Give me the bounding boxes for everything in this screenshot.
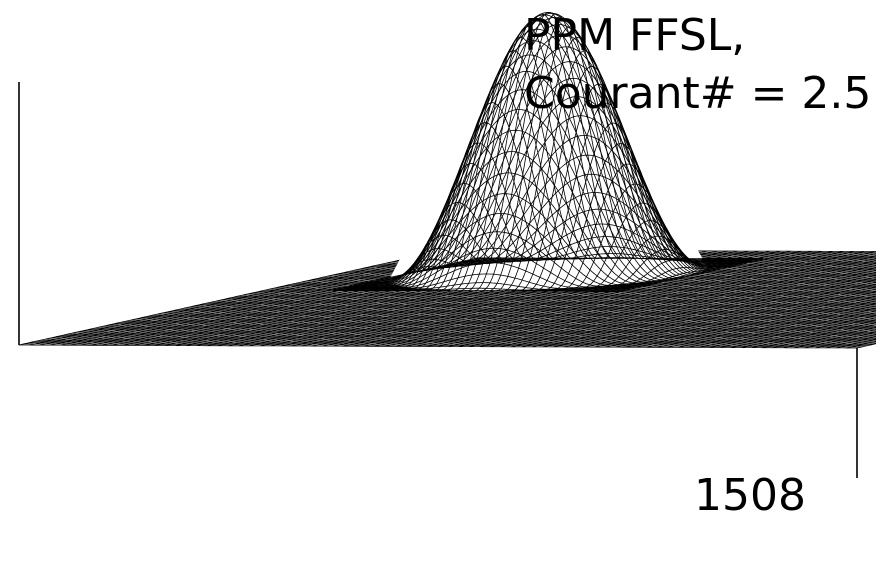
mesh-line-y [242, 294, 876, 298]
mesh-line-y [66, 333, 876, 338]
hill-line-y [344, 273, 629, 290]
surface-mesh [18, 11, 876, 349]
mesh-line-y [152, 314, 876, 319]
hill-line-y [463, 236, 749, 263]
mesh-line-y [45, 338, 876, 343]
hill-line-y [467, 246, 752, 262]
mesh-line-y [200, 304, 876, 308]
mesh-line-y [114, 323, 876, 327]
mesh-line-y [24, 343, 863, 348]
mesh-line-y [178, 308, 876, 313]
hill-line-y [412, 16, 698, 274]
hill-line-y [362, 193, 647, 286]
mesh-line-y [104, 325, 876, 330]
mesh-line-y [98, 326, 876, 331]
mesh-line-y [184, 307, 876, 312]
mesh-line-y [162, 312, 876, 316]
mesh-line-y [88, 329, 876, 333]
mesh-line-y [120, 321, 876, 326]
hill-line-y [441, 134, 727, 268]
hill-line-y [420, 33, 705, 273]
mesh-line-y [168, 311, 876, 315]
mesh-line-y [125, 320, 876, 325]
mesh-line-y [221, 299, 876, 303]
mesh-line-x [752, 319, 876, 348]
mesh-line-y [194, 305, 876, 309]
hill-line-y [394, 28, 680, 278]
mesh-line-y [146, 316, 876, 320]
hill-line-y [354, 231, 640, 287]
mesh-line-y [109, 324, 876, 329]
mesh-line-y [40, 339, 876, 344]
mesh-line-y [205, 302, 876, 307]
mesh-line-x [710, 310, 876, 348]
mesh-line-y [82, 330, 876, 335]
mesh-line-y [210, 301, 876, 306]
hill-line-y [470, 253, 756, 261]
hill-line-y [369, 151, 655, 284]
mesh-line-y [253, 292, 876, 296]
mesh-line-y [72, 332, 876, 337]
hill-line-y [336, 287, 622, 291]
hill-line-y [351, 247, 637, 288]
hill-line-y [438, 115, 723, 269]
mesh-line-y [130, 319, 876, 324]
mesh-line-y [19, 344, 857, 349]
mesh-line-y [189, 306, 876, 310]
mesh-line-y [232, 297, 876, 301]
mesh-line-y [77, 331, 876, 336]
hill-line-y [340, 282, 626, 290]
mesh-line-y [258, 291, 876, 295]
mesh-line-y [29, 342, 868, 347]
mesh-line-y [136, 318, 876, 322]
mesh-line-y [173, 310, 876, 314]
mesh-line-x [794, 329, 876, 349]
mesh-line-y [56, 336, 876, 341]
step-count-label: 1508 [694, 470, 806, 521]
mesh-line-y [226, 298, 876, 302]
mesh-line-y [263, 289, 876, 294]
mesh-line-y [216, 300, 876, 304]
hill-line-y [409, 12, 695, 275]
hill-line-y [333, 289, 618, 292]
hill-line-y [474, 257, 760, 261]
mesh-line-y [35, 340, 873, 345]
hill-line-y [405, 12, 691, 276]
mesh-line-y [141, 317, 876, 321]
hill-line-y [445, 154, 731, 267]
hill-line-y [358, 213, 644, 286]
mesh-line-y [51, 337, 876, 342]
hill-line-y [478, 257, 763, 260]
hill-line-y [391, 40, 676, 279]
hill-line-y [376, 109, 662, 282]
mesh-line-y [237, 295, 876, 300]
hill-overlay [333, 11, 763, 292]
mesh-line-x [762, 321, 876, 349]
mesh-line-y [157, 313, 876, 318]
title-line-1: PPM FFSL, [524, 10, 746, 61]
hill-line-y [459, 223, 745, 264]
mesh-line-y [61, 335, 876, 339]
title-line-2: Courant# = 2.5 [524, 68, 872, 119]
mesh-line-y [248, 293, 876, 297]
mesh-line-y [93, 327, 876, 332]
